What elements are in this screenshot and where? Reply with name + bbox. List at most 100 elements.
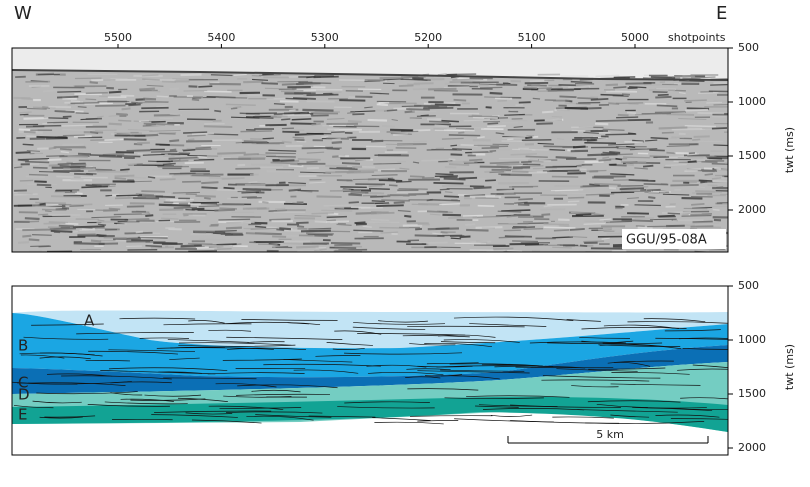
reflector <box>568 85 591 88</box>
reflector <box>73 135 92 138</box>
reflector <box>607 362 651 367</box>
reflector <box>570 211 598 214</box>
reflector <box>711 177 722 180</box>
reflector <box>469 158 483 162</box>
line-id: GGU/95-08A <box>626 233 707 248</box>
reflector <box>395 180 412 183</box>
reflector <box>116 194 143 197</box>
reflector <box>677 368 728 371</box>
reflector <box>145 214 154 218</box>
reflector <box>399 167 410 170</box>
reflector <box>124 218 150 221</box>
reflector <box>144 394 202 397</box>
unit-label: A <box>84 312 95 330</box>
reflector <box>22 228 54 232</box>
reflector <box>96 115 104 118</box>
reflector <box>698 179 713 182</box>
reflector <box>341 162 361 165</box>
reflector <box>14 166 23 169</box>
reflector <box>143 122 175 126</box>
shotpoint-label: 5200 <box>414 31 442 44</box>
reflector <box>111 133 132 136</box>
reflector <box>364 106 373 109</box>
reflector <box>293 369 359 374</box>
reflector <box>686 168 702 172</box>
reflector <box>187 134 206 137</box>
reflector <box>50 229 73 233</box>
reflector <box>510 153 537 156</box>
reflector <box>587 153 618 157</box>
reflector <box>594 122 609 126</box>
reflector <box>255 225 267 229</box>
reflector <box>280 90 304 93</box>
reflector <box>241 196 257 199</box>
reflector <box>523 86 538 89</box>
reflector <box>353 322 445 325</box>
reflector <box>32 400 82 404</box>
reflector <box>245 112 277 115</box>
reflector <box>626 145 636 149</box>
reflector <box>487 122 499 125</box>
reflector <box>145 123 157 126</box>
reflector <box>690 212 712 216</box>
reflector <box>528 159 544 163</box>
reflector <box>122 155 134 158</box>
reflector <box>583 131 599 134</box>
reflector <box>158 371 202 374</box>
reflector <box>599 218 612 221</box>
reflector <box>640 188 647 192</box>
reflector <box>162 162 176 166</box>
reflector <box>62 128 93 132</box>
reflector <box>370 218 390 222</box>
reflector <box>425 374 462 377</box>
reflector <box>692 220 713 224</box>
reflector <box>105 194 113 197</box>
reflector <box>13 191 21 194</box>
reflector <box>330 220 347 224</box>
reflector <box>369 92 390 95</box>
reflector <box>28 238 40 242</box>
reflector <box>711 127 728 130</box>
reflector <box>489 171 505 174</box>
reflector <box>383 195 403 199</box>
reflector <box>201 244 234 248</box>
reflector <box>128 176 147 179</box>
reflector <box>623 156 650 159</box>
reflector <box>214 229 237 233</box>
reflector <box>31 323 104 326</box>
reflector <box>458 131 465 134</box>
reflector <box>690 222 720 225</box>
reflector <box>306 151 325 154</box>
reflector <box>329 206 345 209</box>
reflector <box>608 143 635 146</box>
reflector <box>621 93 631 96</box>
reflector <box>390 132 412 135</box>
reflector <box>265 152 296 155</box>
reflector <box>225 226 242 230</box>
reflector <box>151 90 161 93</box>
reflector <box>492 148 511 151</box>
reflector <box>70 100 81 103</box>
shotpoints-label: shotpoints <box>668 31 726 44</box>
reflector <box>687 153 699 156</box>
interpretation-image <box>12 310 728 432</box>
reflector <box>36 391 138 395</box>
reflector <box>371 211 395 215</box>
reflector <box>316 195 342 198</box>
reflector <box>85 98 97 101</box>
reflector <box>664 80 680 83</box>
reflector <box>648 178 669 181</box>
reflector <box>692 138 701 141</box>
reflector <box>333 249 363 252</box>
reflector <box>191 132 214 136</box>
reflector <box>426 210 448 213</box>
reflector <box>113 237 141 241</box>
reflector <box>32 166 48 169</box>
reflector <box>217 151 246 155</box>
reflector <box>319 248 327 251</box>
reflector <box>378 320 428 323</box>
reflector <box>724 162 728 165</box>
reflector <box>553 229 570 232</box>
reflector <box>651 200 662 203</box>
reflector <box>418 75 434 78</box>
